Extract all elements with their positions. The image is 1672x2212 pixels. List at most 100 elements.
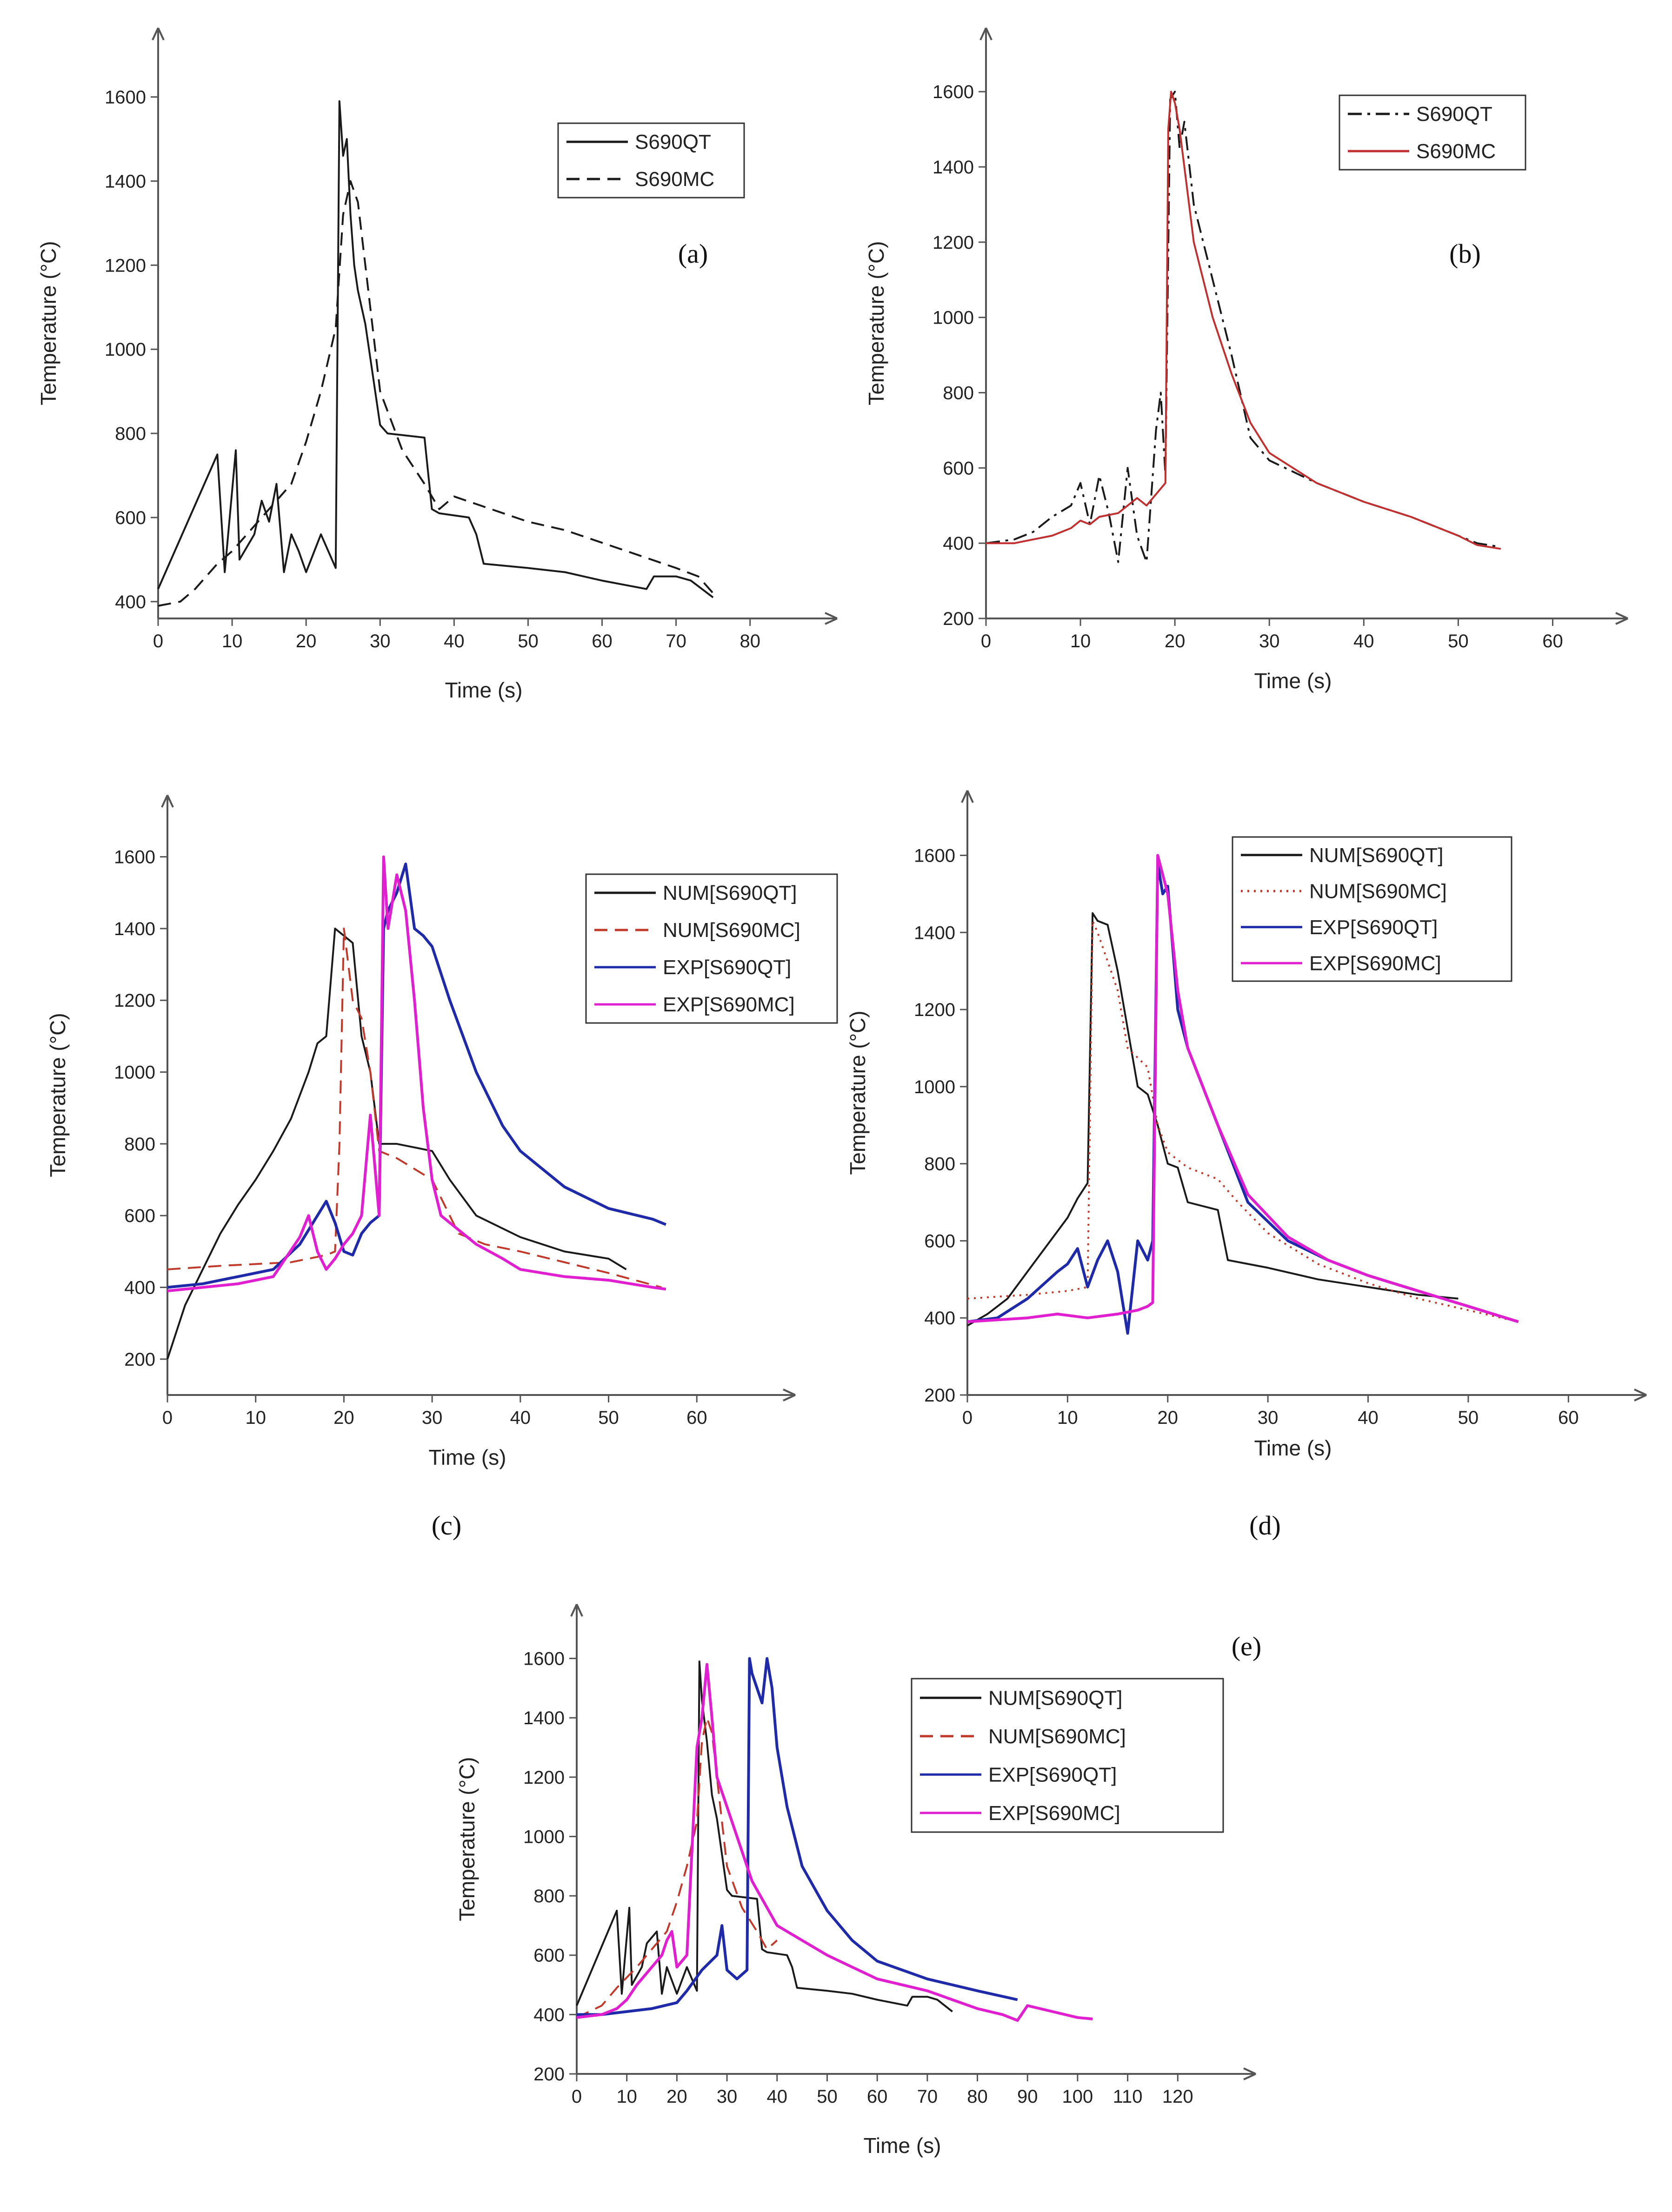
y-axis-label: Temperature (°C)	[46, 1013, 70, 1177]
x-tick-label: 30	[422, 1408, 443, 1428]
x-tick-label: 50	[598, 1408, 619, 1428]
x-tick-label: 90	[1017, 2086, 1038, 2107]
y-tick-label: 1400	[914, 923, 955, 943]
y-tick-label: 400	[924, 1308, 955, 1329]
y-tick-label: 1000	[114, 1063, 155, 1083]
x-axis-arrow	[783, 1388, 796, 1402]
x-tick-label: 110	[1113, 2086, 1143, 2107]
x-tick-label: 50	[1458, 1408, 1479, 1428]
y-tick-label: 600	[924, 1231, 955, 1251]
y-tick-label: 400	[533, 2005, 565, 2025]
y-tick-label: 600	[115, 508, 146, 528]
y-tick-label: 600	[943, 458, 974, 478]
x-tick-label: 10	[245, 1408, 266, 1428]
y-tick-label: 800	[943, 383, 974, 403]
y-tick-label: 1600	[114, 847, 155, 868]
x-tick-label: 60	[867, 2086, 888, 2107]
series-line-num-s690qt-	[966, 912, 1459, 1327]
legend-label: NUM[S690QT]	[988, 1687, 1123, 1709]
x-tick-label: 0	[153, 631, 163, 651]
y-axis-arrow	[152, 27, 165, 40]
y-tick-label: 800	[115, 424, 146, 444]
x-tick-label: 60	[1542, 631, 1563, 651]
y-tick-label: 1400	[105, 171, 146, 192]
legend-box	[1339, 94, 1526, 171]
legend-box	[557, 122, 745, 199]
y-tick-label: 1400	[114, 919, 155, 939]
series-line-exp-s690qt-	[167, 863, 666, 1289]
x-tick-label: 80	[967, 2086, 988, 2107]
y-tick-label: 600	[533, 1946, 565, 1966]
y-tick-label: 400	[115, 592, 146, 612]
y-tick-label: 200	[924, 1385, 955, 1406]
y-axis-arrow	[161, 795, 174, 808]
y-tick-label: 1200	[914, 1000, 955, 1020]
legend-box	[585, 873, 838, 1024]
x-tick-label: 70	[917, 2086, 938, 2107]
x-tick-label: 20	[333, 1408, 354, 1428]
y-axis-arrow	[979, 27, 993, 40]
x-tick-label: 0	[572, 2086, 582, 2107]
x-tick-label: 0	[162, 1408, 173, 1428]
legend-label: NUM[S690MC]	[1309, 880, 1447, 903]
y-axis-label: Temperature (°C)	[846, 1010, 870, 1175]
y-tick-label: 1000	[933, 308, 974, 328]
x-tick-label: 0	[962, 1408, 973, 1428]
x-axis-label: Time (s)	[445, 678, 523, 702]
x-tick-label: 80	[739, 631, 760, 651]
y-tick-label: 200	[124, 1349, 155, 1370]
y-axis-label: Temperature (°C)	[864, 241, 888, 405]
y-axis-arrow	[570, 1604, 583, 1617]
x-axis-label: Time (s)	[1254, 1436, 1332, 1460]
series-line-exp-s690mc-	[167, 855, 666, 1293]
series-line-num-s690qt-	[576, 1661, 953, 2013]
legend-label: NUM[S690QT]	[1309, 844, 1444, 867]
x-tick-label: 40	[444, 631, 465, 651]
series-line-s690qt	[157, 100, 714, 598]
x-tick-label: 30	[370, 631, 391, 651]
y-tick-label: 200	[943, 609, 974, 629]
legend-label: EXP[S690MC]	[1309, 952, 1441, 975]
series-line-num-s690mc-	[167, 927, 662, 1289]
y-tick-label: 1200	[933, 232, 974, 253]
legend-box	[1232, 836, 1512, 982]
x-tick-label: 30	[1259, 631, 1280, 651]
chart-panel-e: 0 10 20 30 40 50 60 70 80 90 100 110 120 200 400 600 800…	[455, 1604, 1261, 2158]
y-axis-label: Temperature (°C)	[36, 241, 60, 405]
y-tick-label: 1600	[914, 845, 955, 866]
x-tick-label: 40	[1353, 631, 1374, 651]
y-tick-label: 800	[533, 1886, 565, 1906]
legend-label: EXP[S690QT]	[663, 956, 791, 979]
legend-label: S690MC	[635, 168, 714, 191]
x-tick-label: 50	[817, 2086, 838, 2107]
y-tick-label: 600	[124, 1206, 155, 1226]
y-tick-label: 1200	[523, 1767, 565, 1788]
chart-panel-b: 0 10 20 30 40 50 60 200 400 600 800 1000 1200 1400 160…	[864, 27, 1628, 693]
panel-label: (d)	[1249, 1510, 1281, 1541]
x-tick-label: 20	[666, 2086, 687, 2107]
legend-label: NUM[S690MC]	[663, 919, 800, 942]
series-line-exp-s690mc-	[576, 1663, 1093, 2022]
series-line-s690mc	[986, 91, 1501, 550]
series-line-exp-s690mc-	[967, 854, 1519, 1323]
y-tick-label: 1600	[523, 1649, 565, 1669]
y-tick-label: 1600	[933, 82, 974, 102]
series-line-num-s690mc-	[576, 1717, 778, 2019]
legend-box	[911, 1678, 1224, 1833]
y-tick-label: 1000	[523, 1827, 565, 1847]
x-tick-label: 10	[1070, 631, 1091, 651]
x-axis-arrow	[1615, 612, 1628, 625]
y-tick-label: 200	[533, 2064, 565, 2085]
x-axis-label: Time (s)	[864, 2133, 941, 2158]
x-tick-label: 40	[510, 1408, 531, 1428]
x-tick-label: 50	[518, 631, 539, 651]
x-axis-label: Time (s)	[1254, 669, 1332, 693]
panel-label: (c)	[432, 1510, 461, 1541]
x-axis-arrow	[1634, 1388, 1647, 1402]
x-tick-label: 0	[981, 631, 991, 651]
x-tick-label: 120	[1162, 2086, 1193, 2107]
y-tick-label: 800	[124, 1134, 155, 1155]
legend-label: EXP[S690MC]	[663, 993, 795, 1016]
legend-label: S690MC	[1416, 140, 1496, 163]
x-tick-label: 30	[1258, 1408, 1279, 1428]
